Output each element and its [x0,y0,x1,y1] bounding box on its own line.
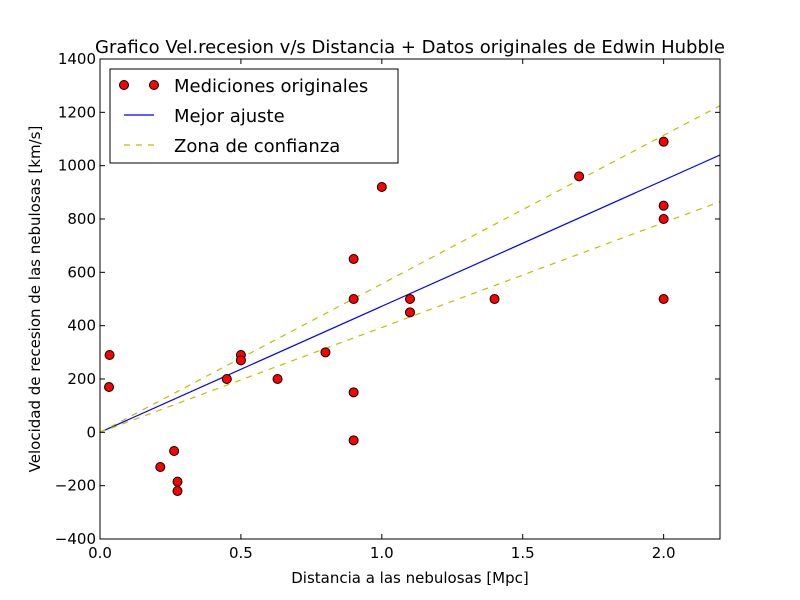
fit-lines [100,105,720,433]
x-tick-label: 0.5 [229,544,253,562]
y-tick-label: 200 [67,370,96,388]
legend-marker-point [149,80,159,90]
data-point [348,254,359,264]
data-point [272,374,283,384]
data-point [405,307,415,318]
y-tick-label: −200 [55,477,96,495]
axis-ticks: 0.0 0.5 1.0 1.5 2.0 −400 −200 0 200 400 600 800 1000… [55,50,720,562]
data-point [104,350,115,360]
data-point [658,294,669,304]
data-point [658,214,669,224]
data-point [235,355,246,366]
legend-marker-point [119,80,129,90]
data-points [104,136,669,496]
y-axis-label: Velocidad de recesion de las nebulosas [… [26,126,44,473]
data-point [169,446,180,456]
y-tick-label: 1200 [58,103,96,121]
series-line-1 [100,154,720,433]
plot-frame [99,58,721,540]
data-point [489,294,500,304]
y-tick-label: 600 [67,263,96,281]
data-point [574,171,585,182]
y-tick-label: 1000 [58,157,96,175]
legend-label-mediciones: Mediciones originales [174,76,368,97]
x-tick-label: 1.0 [370,544,394,562]
legend-label-ajuste: Mejor ajuste [174,106,285,127]
data-point [172,486,183,496]
y-tick-label: 0 [86,423,96,441]
x-axis-label: Distancia a las nebulosas [Mpc] [291,569,529,587]
data-point [348,387,359,398]
data-point [376,182,387,192]
series-line-2 [100,105,720,433]
data-point [155,462,166,472]
data-point [658,200,669,211]
y-tick-label: 400 [67,317,96,335]
chart-title: Grafico Vel.recesion v/s Distancia + Dat… [95,37,725,58]
series-line-3 [100,201,720,433]
data-point [221,374,232,384]
data-point [348,435,359,446]
x-tick-label: 1.5 [511,544,535,562]
data-point [104,382,115,392]
data-point [348,294,359,304]
data-point [320,347,331,358]
data-point [172,476,183,487]
data-point [405,294,415,304]
y-tick-label: 800 [67,210,96,228]
legend-label-confianza: Zona de confianza [174,136,340,157]
x-tick-label: 0.0 [88,544,112,562]
data-point [658,136,669,147]
legend: Mediciones originales Mejor ajuste Zona … [109,68,399,164]
y-tick-label: −400 [55,530,96,548]
y-tick-label: 1400 [58,50,96,68]
x-tick-label: 2.0 [652,544,676,562]
